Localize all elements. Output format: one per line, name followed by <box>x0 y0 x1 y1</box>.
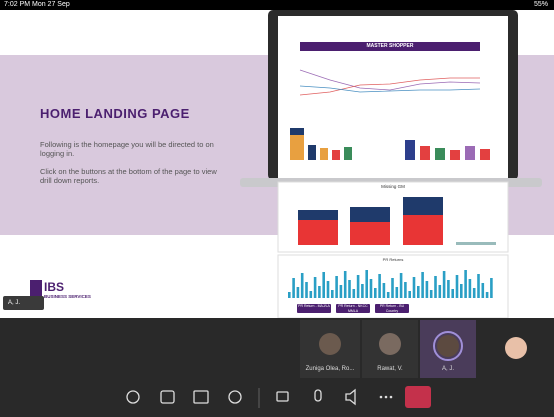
presenter-tag: A, J. <box>3 296 44 310</box>
trend-bar <box>425 281 429 298</box>
status-bar <box>0 0 554 10</box>
trend-bar <box>382 283 386 298</box>
trend-bar <box>451 289 454 298</box>
report-button[interactable]: PR Return - MAJ/LA <box>297 304 331 313</box>
trend-bar <box>481 283 485 298</box>
speaking-ring <box>433 331 463 361</box>
meeting-ui <box>126 320 527 408</box>
trend-bar <box>447 280 450 298</box>
trend-bar <box>386 292 390 298</box>
logo-name: IBS <box>44 280 65 294</box>
trend-bar <box>417 286 420 298</box>
speaker-icon[interactable] <box>345 388 356 406</box>
trend-bar <box>378 274 381 298</box>
slide-paragraph: Following is the homepage you will be di… <box>40 140 214 158</box>
share-icon[interactable] <box>193 390 209 404</box>
trend-bar <box>309 291 313 298</box>
avatar <box>379 333 401 355</box>
slide-paragraph: Click on the buttons at the bottom of th… <box>40 167 217 185</box>
trend-bar <box>365 270 368 298</box>
mic-icon[interactable] <box>314 389 322 402</box>
date: Mon 27 Sep <box>32 1 70 8</box>
avatar <box>437 335 459 357</box>
trend-bar <box>455 275 459 298</box>
leave-button[interactable] <box>405 386 431 408</box>
slide-graphics <box>30 10 542 318</box>
trend-bar <box>322 272 325 298</box>
report-button[interactable]: PR Return - NKCC MMLA <box>336 304 370 313</box>
camera-icon[interactable] <box>276 391 289 402</box>
time: 7:02 PM <box>4 1 31 8</box>
trend-bar <box>408 291 411 298</box>
trend-bar <box>404 282 407 298</box>
trend-bar <box>434 276 437 298</box>
trend-bar <box>429 290 433 298</box>
participant-name: Zuniga Olea, Ro... <box>305 366 355 372</box>
battery: 55% <box>533 1 548 8</box>
chart-title: Missing GM <box>381 184 405 189</box>
trend-bar <box>391 278 394 298</box>
trend-bar <box>477 274 480 298</box>
slide-title: HOME LANDING PAGE <box>40 106 190 121</box>
trend-bar <box>464 270 467 298</box>
avatar <box>319 333 341 355</box>
trend-bar <box>374 288 377 298</box>
chart-title: PR Returns <box>382 257 404 262</box>
trend-bar <box>369 279 373 298</box>
trend-bar <box>356 275 360 298</box>
trend-bar <box>361 284 364 298</box>
participant-name: Rawat, V. <box>377 366 403 372</box>
missing-gm-bars <box>298 197 496 245</box>
reactions-icon[interactable] <box>228 390 242 404</box>
trend-bar <box>460 284 463 298</box>
trend-bar <box>399 273 403 298</box>
trend-bar <box>412 277 416 298</box>
trend-bar <box>305 282 308 298</box>
trend-bar <box>348 280 351 298</box>
logo-mark <box>30 280 42 296</box>
trend-bar <box>339 285 343 298</box>
trend-bar <box>442 271 446 298</box>
trend-bar <box>292 278 295 298</box>
rooms-icon[interactable] <box>160 390 175 404</box>
trend-bar <box>352 289 356 298</box>
banner <box>300 42 480 51</box>
trend-bar <box>472 288 476 298</box>
banner-text: MASTER SHOPPER <box>366 43 414 49</box>
line-chart <box>299 69 481 96</box>
stacked-bars <box>290 128 490 160</box>
trend-bar <box>468 279 472 298</box>
report-button[interactable]: PR Return - BU Country <box>375 304 409 313</box>
trend-bar <box>343 271 347 298</box>
trend-bar <box>438 285 442 298</box>
trend-bar <box>395 287 399 298</box>
trend-bar <box>326 281 330 298</box>
avatar <box>505 337 527 359</box>
trend-bars <box>288 270 493 298</box>
trend-bar <box>313 277 317 298</box>
trend-bar <box>335 276 338 298</box>
logo-subtitle: BUSINESS SERVICES <box>44 294 91 299</box>
trend-bar <box>490 278 493 298</box>
trend-bar <box>300 273 304 298</box>
trend-bar <box>331 290 334 298</box>
trend-bar <box>421 272 424 298</box>
participant-name: A, J. <box>441 366 454 372</box>
trend-bar <box>288 292 291 298</box>
trend-bar <box>296 287 300 298</box>
trend-bar <box>318 286 321 298</box>
trend-bar <box>485 292 489 298</box>
chat-icon[interactable] <box>126 390 140 404</box>
